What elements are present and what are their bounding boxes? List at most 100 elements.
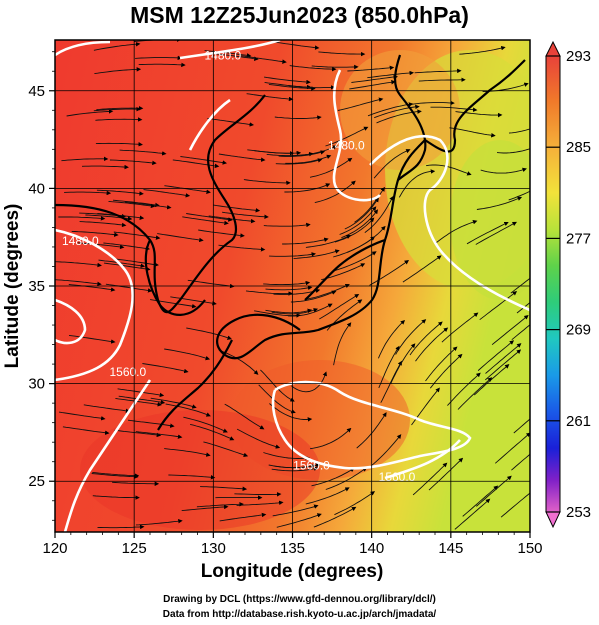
colorbar-label: 253 <box>566 504 591 521</box>
streamline <box>62 426 110 435</box>
streamline <box>180 156 228 165</box>
streamline <box>77 242 125 250</box>
streamline <box>218 244 266 252</box>
streamline <box>164 348 211 361</box>
streamline <box>92 495 140 500</box>
streamline <box>480 167 527 174</box>
credit-data: Data from http://database.rish.kyoto-u.a… <box>162 609 437 620</box>
streamline <box>135 431 183 439</box>
streamline <box>476 196 523 210</box>
latitude-axis: 25 30 35 40 45 <box>28 51 55 521</box>
streamline <box>291 371 327 393</box>
streamline <box>204 50 252 58</box>
y-tick-label: 25 <box>28 473 45 490</box>
streamline <box>127 419 175 428</box>
streamline <box>409 321 443 356</box>
streamline <box>170 296 217 306</box>
streamline <box>305 487 350 505</box>
contour-label: 1560.0 <box>379 470 416 484</box>
x-tick-label: 120 <box>42 540 67 557</box>
streamline <box>305 234 352 248</box>
streamline <box>516 302 530 314</box>
streamline <box>181 504 229 512</box>
streamline <box>114 429 162 438</box>
streamline <box>368 434 402 469</box>
colorbar: 293 285 277 269 261 253 <box>545 40 591 529</box>
streamline <box>284 183 331 193</box>
streamline <box>318 51 366 57</box>
streamline <box>263 452 310 461</box>
streamline <box>142 363 189 374</box>
contour-label: 1480.0 <box>204 49 241 63</box>
streamline <box>476 475 512 507</box>
streamline <box>134 40 182 42</box>
streamline <box>55 279 102 287</box>
streamline <box>265 308 313 314</box>
streamline <box>58 216 106 221</box>
streamline <box>485 349 522 381</box>
streamline <box>103 262 151 272</box>
streamline <box>367 102 414 117</box>
streamline <box>138 62 186 68</box>
streamline <box>236 500 284 506</box>
y-tick-label: 30 <box>28 376 45 393</box>
streamline <box>441 312 479 343</box>
streamline <box>164 448 211 457</box>
streamline <box>333 251 377 272</box>
streamline <box>495 432 530 464</box>
streamline <box>266 151 314 157</box>
streamline <box>246 93 294 102</box>
streamline <box>459 45 506 55</box>
streamline <box>95 142 143 147</box>
streamline <box>98 259 146 268</box>
streamline <box>314 180 356 204</box>
colorbar-label: 293 <box>566 48 591 65</box>
page-title: MSM 12Z25Jun2023 (850.0hPa) <box>130 2 469 28</box>
x-tick-label: 150 <box>517 540 542 557</box>
streamline <box>245 290 293 296</box>
streamline <box>305 283 350 300</box>
y-tick-label: 35 <box>28 278 45 295</box>
x-tick-label: 135 <box>280 540 305 557</box>
contour-label: 1480.0 <box>62 234 99 248</box>
streamline <box>435 219 478 244</box>
streamline <box>333 322 352 366</box>
streamline <box>462 485 499 517</box>
streamline <box>344 197 379 230</box>
streamline <box>508 128 530 134</box>
streamline <box>263 280 311 286</box>
colorbar-bottom-arrow <box>545 511 561 529</box>
streamline <box>390 343 416 384</box>
contour-label: 1560.0 <box>109 365 146 379</box>
streamline <box>118 395 166 405</box>
x-axis-title: Longitude (degrees) <box>201 561 384 582</box>
streamline <box>97 524 145 530</box>
streamline <box>271 466 319 472</box>
streamline <box>157 233 204 243</box>
y-tick-label: 45 <box>28 83 45 100</box>
streamline <box>415 327 449 362</box>
streamline <box>313 506 357 528</box>
streamline <box>454 498 491 530</box>
streamline <box>263 222 311 228</box>
streamline <box>334 217 375 243</box>
streamline <box>172 159 220 169</box>
streamline <box>485 343 522 374</box>
streamline <box>109 159 157 166</box>
streamline <box>377 319 406 359</box>
streamline <box>477 340 515 371</box>
streamline <box>339 206 377 235</box>
streamline <box>364 195 394 233</box>
streamline <box>61 156 109 162</box>
streamline <box>93 106 141 112</box>
streamline <box>71 230 119 237</box>
streamline <box>218 153 266 162</box>
streamline <box>288 85 336 90</box>
streamline <box>269 252 317 257</box>
streamline <box>275 158 323 165</box>
streamline <box>55 261 102 268</box>
streamline <box>373 149 411 179</box>
streamline <box>200 486 248 492</box>
streamline <box>475 221 517 245</box>
streamline <box>196 501 244 508</box>
